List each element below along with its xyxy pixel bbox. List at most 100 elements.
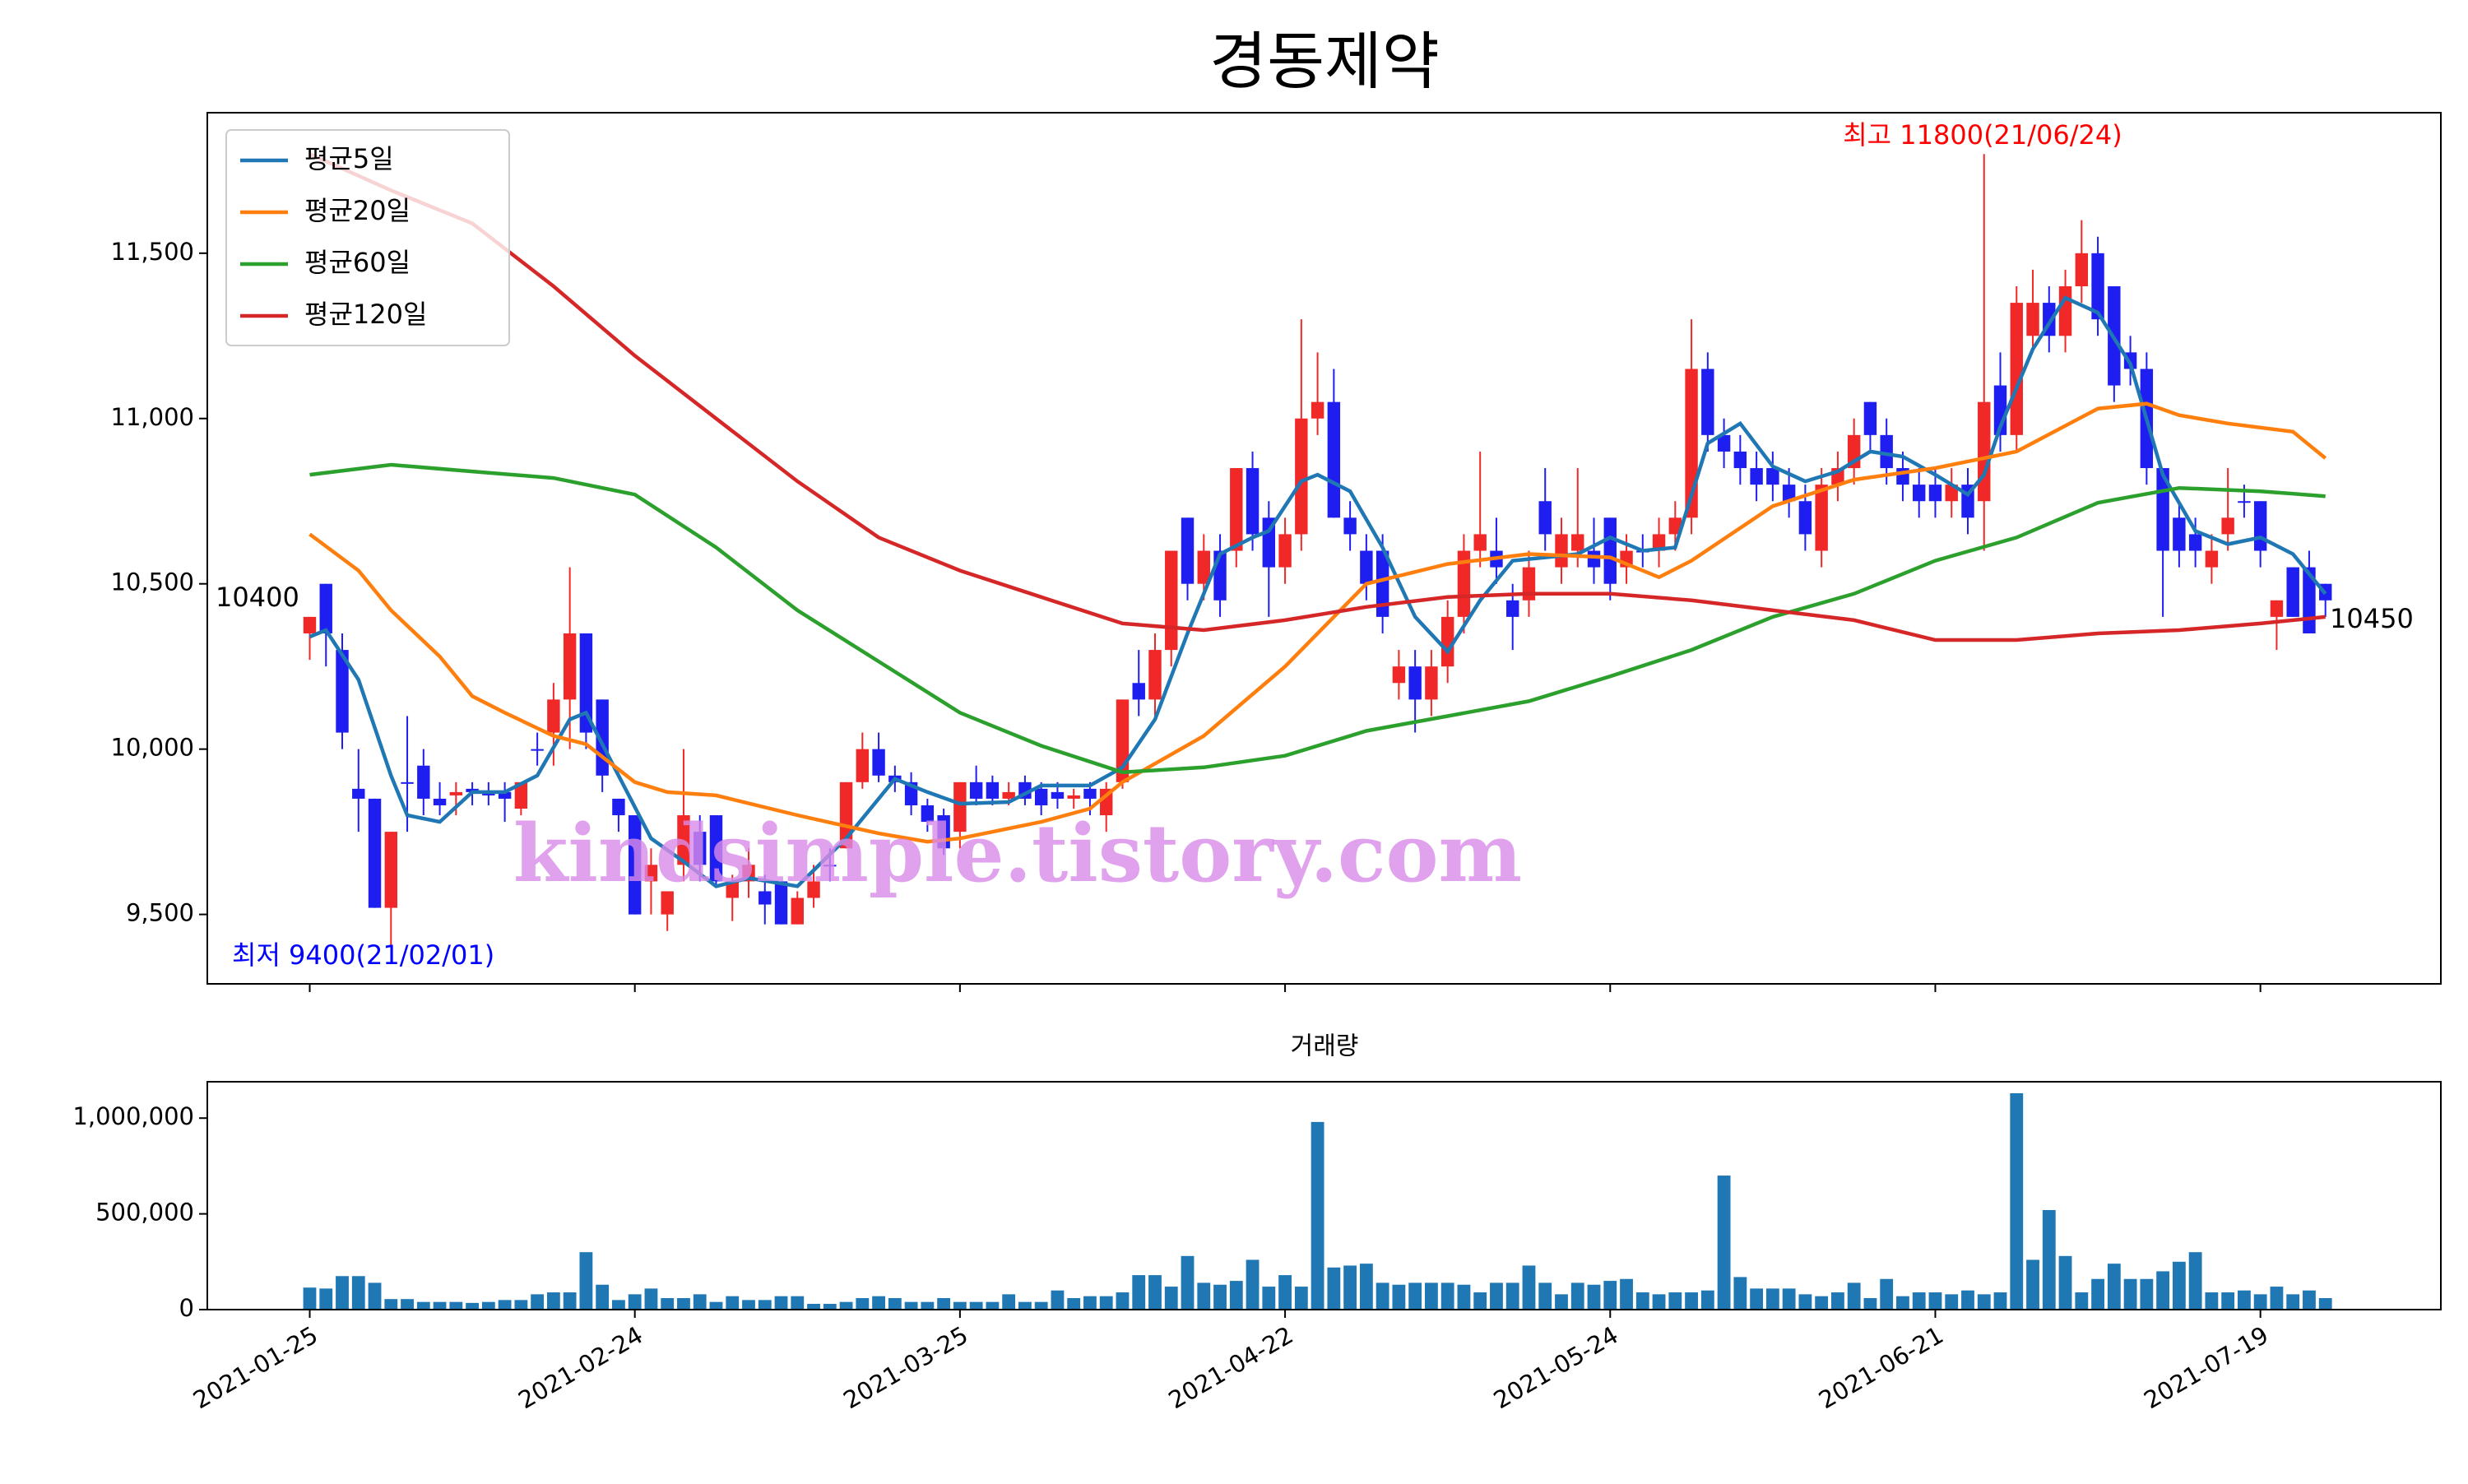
y-tick-label: 10,500 (111, 568, 194, 596)
volume-bar (2140, 1278, 2154, 1310)
volume-bar (2318, 1298, 2332, 1310)
candle-body (644, 865, 658, 882)
volume-bar (1961, 1290, 1974, 1310)
candle-body (1148, 650, 1162, 700)
volume-bar (1570, 1282, 1584, 1310)
volume-bar (2026, 1259, 2039, 1310)
candle-body (2221, 517, 2234, 535)
volume-bar (1717, 1176, 1731, 1310)
volume-bar (1375, 1282, 1389, 1310)
candle-body (303, 616, 317, 633)
candle-body (1652, 534, 1666, 551)
volume-bar (579, 1252, 593, 1310)
y-tick-label: 10,000 (111, 734, 194, 762)
y-tick-label: 0 (179, 1294, 194, 1322)
candle-body (1750, 468, 1763, 485)
candle-body (1978, 401, 1991, 502)
volume-bar (1425, 1282, 1438, 1310)
candle-body (1506, 600, 1519, 617)
volume-bar (888, 1298, 902, 1310)
volume-bar (1815, 1296, 1829, 1310)
candle-body (352, 788, 365, 799)
candle-body (612, 798, 625, 816)
volume-bar (904, 1301, 918, 1310)
volume-bar (2238, 1290, 2251, 1310)
volume-bar (807, 1304, 820, 1310)
volume-bar (319, 1288, 333, 1310)
volume-bar (709, 1301, 723, 1310)
candle-body (449, 791, 463, 795)
volume-bar (1116, 1292, 1130, 1310)
candle-body (986, 781, 1000, 799)
volume-bar (596, 1284, 610, 1310)
volume-bar (1002, 1294, 1016, 1310)
y-tick-label: 11,500 (111, 238, 194, 266)
volume-bar (466, 1302, 479, 1310)
candle-body (1002, 791, 1015, 799)
candle-body (1733, 451, 1747, 469)
candle-body (709, 815, 723, 882)
y-tick-label: 1,000,000 (72, 1102, 194, 1130)
volume-title: 거래량 (1291, 1032, 1359, 1061)
volume-bar (2172, 1261, 2186, 1310)
volume-bar (661, 1298, 675, 1310)
volume-bar (2010, 1092, 2024, 1310)
ma-line (308, 401, 2327, 844)
volume-bar (2042, 1209, 2056, 1310)
volume-bar (774, 1296, 788, 1310)
candle-body (1603, 517, 1617, 584)
volume-bar (2303, 1290, 2316, 1310)
volume-bar (1457, 1284, 1471, 1310)
volume-bar (1700, 1290, 1714, 1310)
volume-bar (2270, 1287, 2284, 1310)
volume-bar (986, 1301, 1000, 1310)
axes-frame (206, 112, 2442, 985)
volume-bar (433, 1301, 447, 1310)
candle-body (1327, 401, 1341, 518)
candle-body (1538, 501, 1552, 535)
volume-bar (1782, 1288, 1796, 1310)
annotation: 최고 11800(21/06/24) (1843, 119, 2122, 151)
candle-body (2091, 253, 2104, 320)
candle-body (1197, 550, 1210, 584)
volume-bar (2188, 1252, 2202, 1310)
legend-box (225, 129, 510, 346)
candle-body (1701, 369, 1714, 435)
volume-bar (1522, 1265, 1536, 1310)
volume-bar (2156, 1271, 2170, 1310)
volume-bar (1831, 1292, 1844, 1310)
candle-body (1473, 534, 1487, 551)
legend-label: 평균120일 (304, 299, 427, 330)
candle-body (2286, 567, 2299, 617)
volume-bar (1668, 1292, 1682, 1310)
volume-bar (628, 1294, 642, 1310)
volume-bar (1051, 1290, 1065, 1310)
volume-bar (1555, 1294, 1568, 1310)
volume-bar (351, 1276, 365, 1310)
y-tick-label: 500,000 (95, 1199, 194, 1227)
volume-bar (401, 1299, 414, 1310)
y-tick-label: 11,000 (111, 403, 194, 431)
volume-bar (839, 1301, 853, 1310)
candle-body (1668, 517, 1682, 535)
candle-body (1880, 434, 1893, 469)
candle-body (2205, 550, 2219, 568)
volume-bar (514, 1300, 528, 1310)
volume-bar (1262, 1287, 1276, 1310)
volume-bar (1099, 1296, 1113, 1310)
volume-bar (1750, 1288, 1764, 1310)
legend-label: 평균20일 (304, 195, 411, 226)
volume-bar (953, 1301, 967, 1310)
volume-bar (856, 1298, 870, 1310)
candle-body (1717, 434, 1731, 452)
candle-body (1246, 468, 1260, 535)
candle-body (1343, 517, 1357, 535)
volume-bar (368, 1282, 382, 1310)
volume-bar (1473, 1292, 1487, 1310)
candle-body (1798, 501, 1812, 535)
candle-body (2010, 303, 2023, 435)
candle-body (2075, 253, 2089, 286)
volume-bar (969, 1301, 983, 1310)
